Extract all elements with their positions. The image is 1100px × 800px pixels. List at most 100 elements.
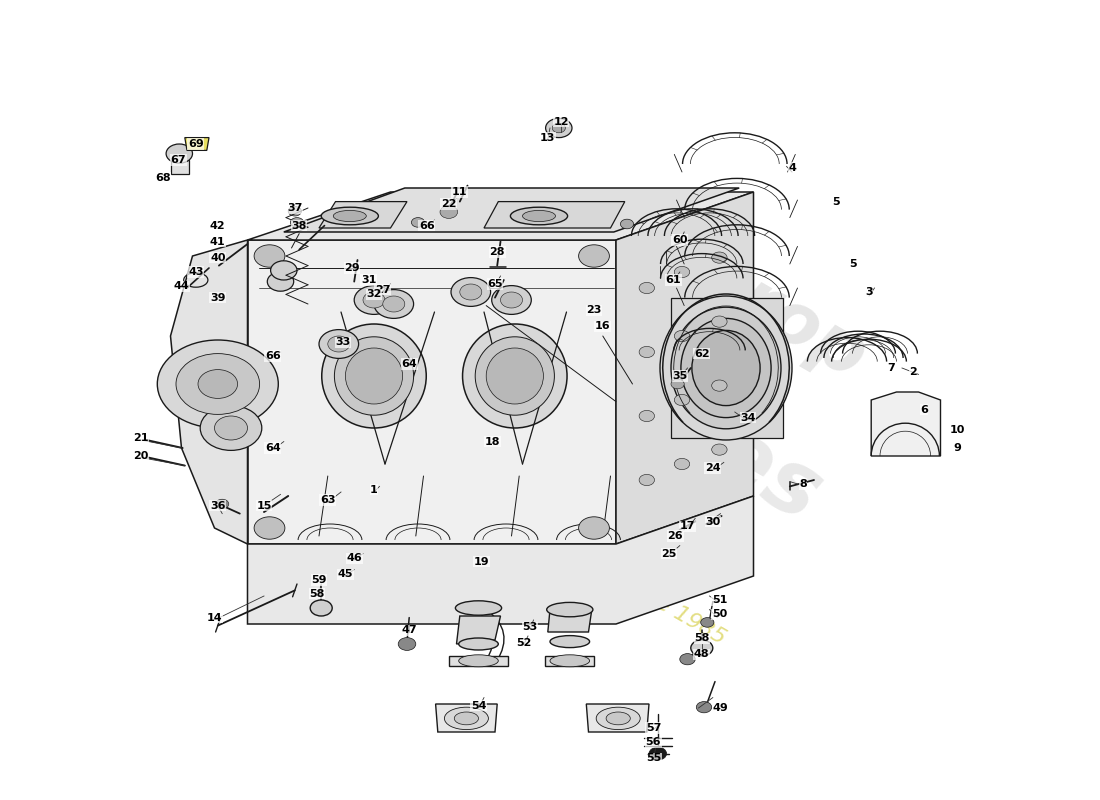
Text: 44: 44 (174, 282, 189, 291)
Circle shape (712, 316, 727, 327)
Text: 6: 6 (920, 405, 928, 414)
Text: passion  since 1985: passion since 1985 (528, 520, 729, 648)
Circle shape (254, 245, 285, 267)
Text: 68: 68 (155, 173, 170, 182)
Ellipse shape (455, 601, 502, 615)
Text: 51: 51 (712, 595, 727, 605)
Ellipse shape (444, 707, 488, 730)
Text: 14: 14 (207, 613, 222, 622)
Circle shape (166, 144, 192, 163)
Circle shape (383, 296, 405, 312)
Ellipse shape (321, 207, 378, 225)
Circle shape (398, 638, 416, 650)
Text: 31: 31 (361, 275, 376, 285)
Circle shape (546, 118, 572, 138)
Circle shape (552, 123, 565, 133)
Text: 17: 17 (680, 522, 695, 531)
Text: 21: 21 (133, 434, 148, 443)
Text: 24: 24 (705, 463, 720, 473)
Text: 15: 15 (256, 501, 272, 510)
Circle shape (216, 499, 229, 509)
Text: 46: 46 (346, 554, 362, 563)
Polygon shape (248, 192, 754, 240)
Polygon shape (456, 616, 501, 644)
Text: 36: 36 (210, 501, 225, 510)
Text: 42: 42 (210, 221, 225, 230)
Text: europ: europ (638, 214, 878, 394)
Circle shape (639, 282, 654, 294)
Text: 3: 3 (866, 287, 872, 297)
Text: ares: ares (605, 356, 836, 540)
Ellipse shape (606, 712, 630, 725)
Circle shape (328, 336, 350, 352)
Text: 37: 37 (287, 203, 303, 213)
Ellipse shape (321, 324, 427, 428)
Text: 40: 40 (210, 253, 225, 262)
Text: 59: 59 (311, 575, 327, 585)
Polygon shape (319, 202, 407, 228)
Circle shape (674, 330, 690, 342)
Text: 35: 35 (672, 371, 688, 381)
Text: 5: 5 (833, 197, 839, 206)
Circle shape (671, 379, 684, 389)
Text: 58: 58 (694, 634, 710, 643)
Text: 13: 13 (540, 133, 556, 142)
Circle shape (214, 416, 248, 440)
Text: 16: 16 (595, 322, 610, 331)
Text: 4: 4 (788, 163, 796, 173)
Ellipse shape (475, 337, 554, 415)
Text: 27: 27 (375, 285, 390, 294)
Circle shape (254, 517, 285, 539)
Text: 54: 54 (471, 701, 486, 710)
Circle shape (691, 640, 713, 656)
Circle shape (674, 458, 690, 470)
Polygon shape (586, 704, 649, 732)
Text: 69: 69 (188, 139, 204, 149)
Polygon shape (436, 704, 497, 732)
Circle shape (674, 266, 690, 278)
Text: 25: 25 (661, 549, 676, 558)
Circle shape (374, 290, 414, 318)
Text: 2: 2 (909, 367, 917, 377)
Text: 32: 32 (366, 290, 382, 299)
Ellipse shape (510, 207, 568, 225)
Text: 55: 55 (646, 754, 661, 763)
Circle shape (200, 406, 262, 450)
Circle shape (310, 600, 332, 616)
Text: 62: 62 (694, 349, 710, 358)
Text: 19: 19 (474, 557, 490, 566)
Text: 9: 9 (953, 443, 961, 453)
Text: 22: 22 (441, 199, 456, 209)
Text: 38: 38 (292, 221, 307, 230)
Ellipse shape (459, 654, 498, 667)
Text: 33: 33 (336, 338, 351, 347)
Polygon shape (871, 392, 940, 456)
Text: 66: 66 (419, 221, 435, 230)
Polygon shape (544, 656, 594, 666)
Text: 5: 5 (849, 259, 856, 269)
Text: 65: 65 (487, 279, 503, 289)
Text: 29: 29 (344, 263, 360, 273)
Text: 64: 64 (265, 443, 280, 453)
Text: 43: 43 (188, 267, 204, 277)
Ellipse shape (596, 707, 640, 730)
Circle shape (288, 206, 301, 216)
Polygon shape (548, 610, 592, 632)
Text: 39: 39 (210, 293, 225, 302)
Ellipse shape (550, 635, 590, 648)
Circle shape (674, 394, 690, 406)
Text: 10: 10 (949, 426, 965, 435)
Circle shape (354, 286, 394, 314)
Ellipse shape (660, 296, 792, 440)
Ellipse shape (454, 712, 478, 725)
Circle shape (712, 444, 727, 455)
Ellipse shape (671, 307, 781, 429)
Text: 66: 66 (265, 351, 280, 361)
Circle shape (696, 702, 712, 713)
Circle shape (579, 517, 609, 539)
Text: 28: 28 (490, 247, 505, 257)
Text: 7: 7 (887, 363, 895, 373)
Text: 63: 63 (320, 495, 336, 505)
Text: 12: 12 (553, 117, 569, 126)
Ellipse shape (463, 324, 568, 428)
